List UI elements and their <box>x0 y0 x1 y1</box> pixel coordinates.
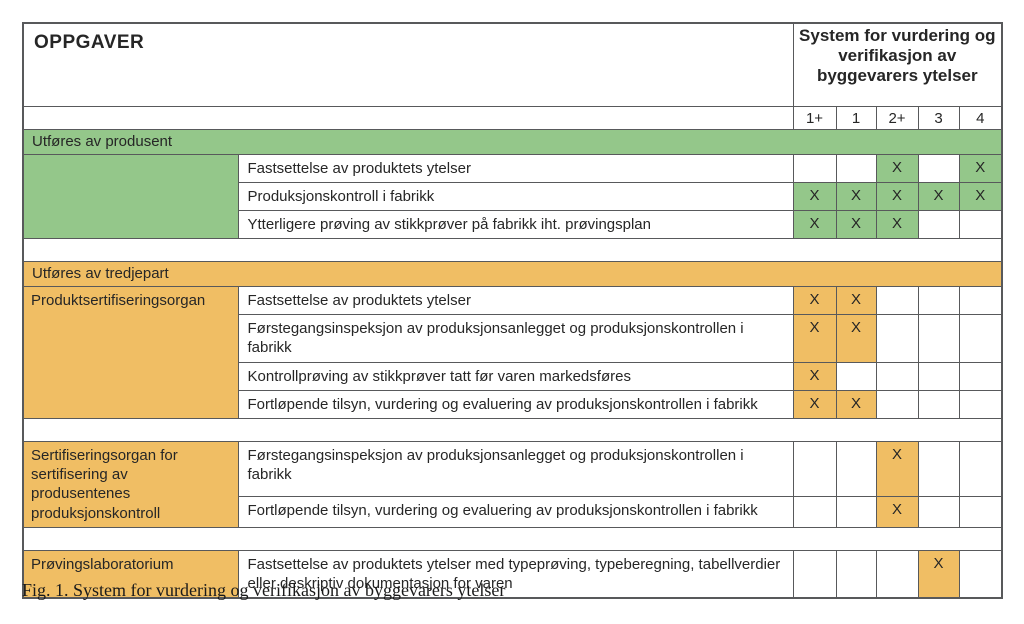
tasks-header-cell: OPPGAVER <box>22 22 794 107</box>
mark-cell: X <box>835 389 877 420</box>
section-spacer <box>22 526 1003 551</box>
mark-cell <box>792 153 837 183</box>
mark-cell: X <box>835 314 877 363</box>
mark-cell: X <box>835 286 877 316</box>
org-cell-provingslaboratorium: Prøvingslaboratorium <box>22 549 239 599</box>
mark-cell <box>875 389 919 420</box>
org-cell-produsent <box>22 153 239 240</box>
mark-cell <box>917 361 960 391</box>
task-cell: Fortløpende tilsyn, vurdering og evaluer… <box>237 496 794 528</box>
level-header-2plus: 2+ <box>875 105 919 130</box>
mark-cell: X <box>835 181 877 211</box>
mark-cell: X <box>917 549 960 599</box>
mark-cell <box>958 209 1003 240</box>
level-header-1: 1 <box>835 105 877 130</box>
level-header-1plus: 1+ <box>792 105 837 130</box>
mark-cell <box>835 549 877 599</box>
level-header-4: 4 <box>958 105 1003 130</box>
mark-cell <box>958 314 1003 363</box>
mark-cell <box>958 389 1003 420</box>
mark-cell <box>875 361 919 391</box>
section-spacer <box>22 238 1003 263</box>
mark-cell <box>917 286 960 316</box>
mark-cell <box>792 549 837 599</box>
mark-cell <box>875 286 919 316</box>
task-cell: Førstegangsinspeksjon av produksjonsanle… <box>237 440 794 498</box>
mark-cell <box>958 549 1003 599</box>
section-band-tredjepart: Utføres av tredjepart <box>22 261 1003 288</box>
mark-cell: X <box>875 181 919 211</box>
figure-caption: Fig. 1. System for vurdering og verifika… <box>22 580 506 600</box>
mark-cell: X <box>792 286 837 316</box>
mark-cell <box>835 440 877 498</box>
mark-cell <box>917 496 960 528</box>
assessment-system-table: OPPGAVER System for vurdering og verifik… <box>22 22 1004 600</box>
mark-cell: X <box>875 153 919 183</box>
mark-cell: X <box>792 181 837 211</box>
mark-cell <box>958 361 1003 391</box>
mark-cell: X <box>835 209 877 240</box>
mark-cell: X <box>958 153 1003 183</box>
section-spacer <box>22 418 1003 442</box>
mark-cell <box>792 440 837 498</box>
task-cell: Fortløpende tilsyn, vurdering og evaluer… <box>237 389 794 420</box>
mark-cell <box>835 361 877 391</box>
mark-cell <box>875 549 919 599</box>
mark-cell <box>958 286 1003 316</box>
task-cell: Produksjonskontroll i fabrikk <box>237 181 794 211</box>
mark-cell: X <box>792 209 837 240</box>
mark-cell: X <box>875 440 919 498</box>
levels-spacer-cell <box>22 105 794 130</box>
mark-cell <box>835 153 877 183</box>
section-band-produsent: Utføres av produsent <box>22 128 1003 155</box>
mark-cell: X <box>875 496 919 528</box>
mark-cell <box>917 389 960 420</box>
system-header-cell: System for vurdering og verifikasjon av … <box>792 22 1003 107</box>
mark-cell <box>875 314 919 363</box>
task-cell: Ytterligere prøving av stikkprøver på fa… <box>237 209 794 240</box>
mark-cell <box>917 440 960 498</box>
org-cell-sertifiseringsorgan: Sertifiseringsorgan for sertifisering av… <box>22 441 239 528</box>
mark-cell: X <box>958 181 1003 211</box>
level-header-3: 3 <box>917 105 960 130</box>
mark-cell: X <box>792 361 837 391</box>
mark-cell <box>958 496 1003 528</box>
mark-cell: X <box>875 209 919 240</box>
mark-cell: X <box>792 314 837 363</box>
task-cell: Kontrollprøving av stikkprøver tatt før … <box>237 361 794 391</box>
mark-cell <box>792 496 837 528</box>
mark-cell <box>835 496 877 528</box>
task-cell: Fastsettelse av produktets ytelser <box>237 286 794 316</box>
task-cell: Fastsettelse av produktets ytelser <box>237 153 794 183</box>
mark-cell <box>917 209 960 240</box>
mark-cell: X <box>917 181 960 211</box>
mark-cell <box>917 314 960 363</box>
mark-cell <box>958 440 1003 498</box>
org-cell-produktsertifiseringsorgan: Produktsertifiseringsorgan <box>22 286 239 419</box>
mark-cell: X <box>792 389 837 420</box>
mark-cell <box>917 153 960 183</box>
task-cell: Førstegangsinspeksjon av produksjonsanle… <box>237 314 794 363</box>
